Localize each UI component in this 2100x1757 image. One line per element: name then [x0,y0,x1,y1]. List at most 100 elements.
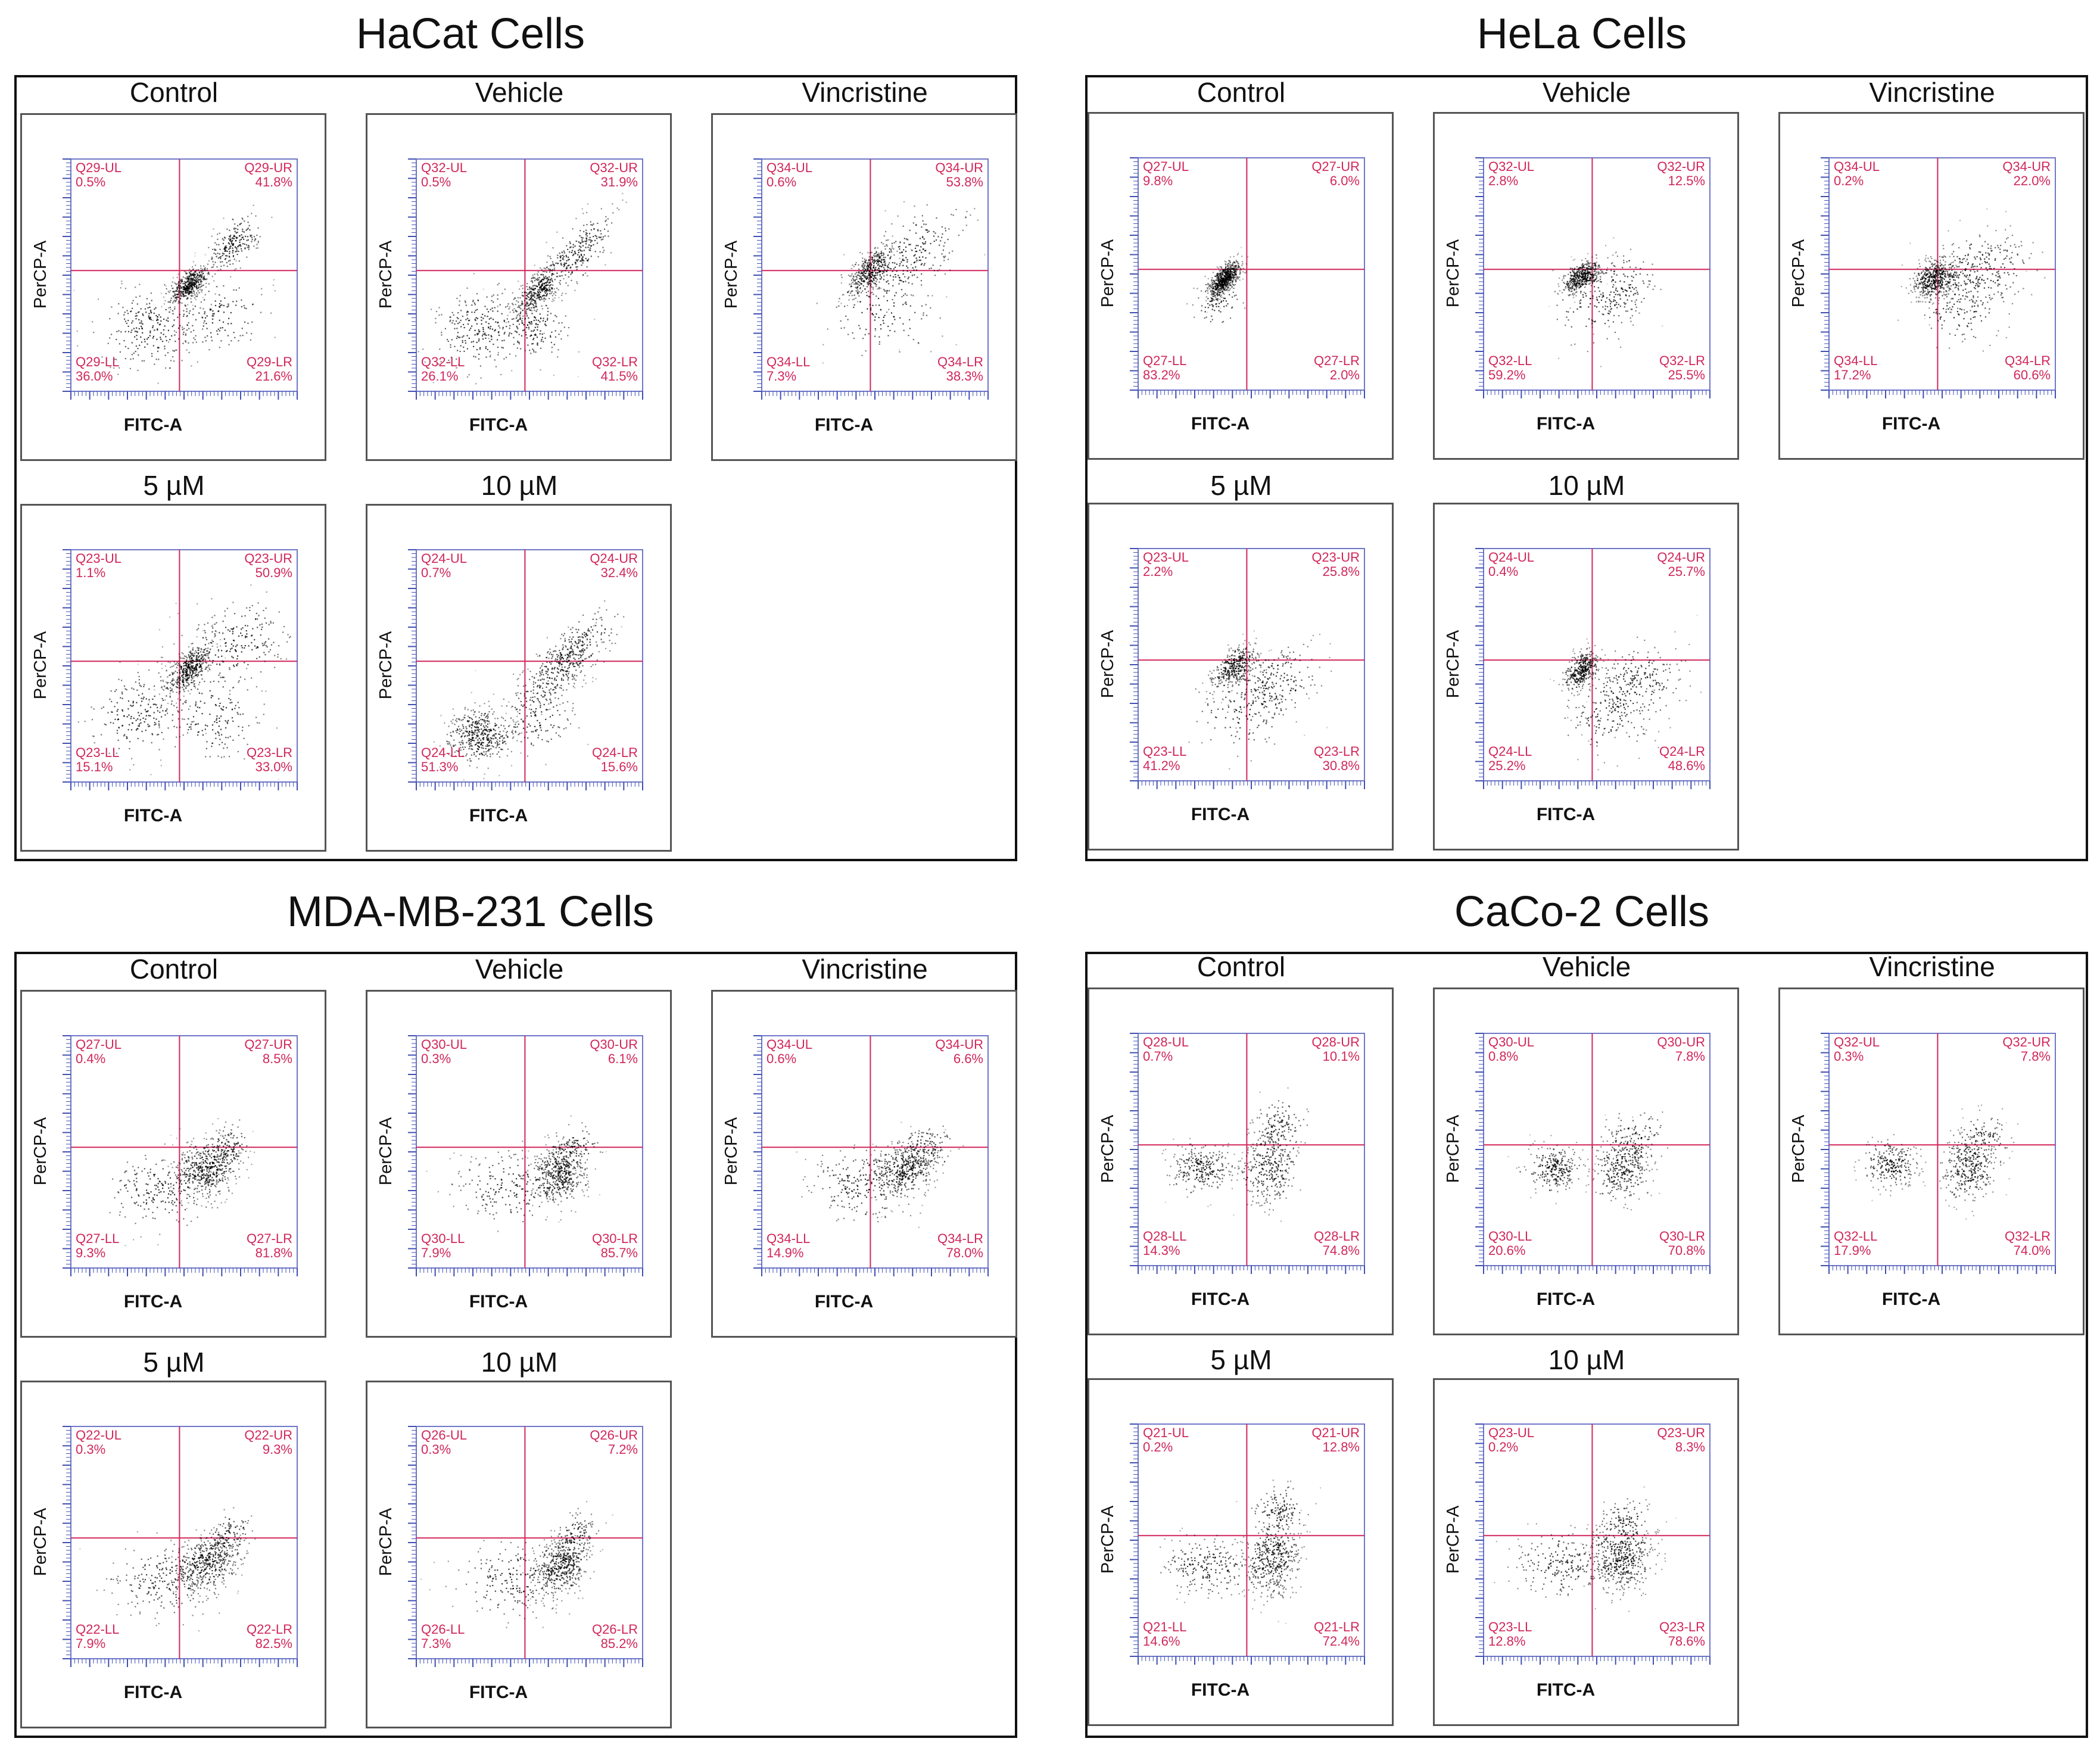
event-point-0 [177,302,179,304]
event-point-2 [493,301,494,303]
event-point-3 [212,729,214,731]
event-point-3 [532,348,534,350]
event-point-0 [551,291,553,292]
event-point-1 [579,235,581,236]
event-point-1 [565,274,566,276]
event-point-1 [208,247,210,248]
event-point-3 [236,300,238,302]
event-point-2 [431,309,432,310]
event-point-0 [528,297,529,298]
event-point-2 [491,300,493,301]
event-point-0 [865,269,867,271]
event-point-0 [192,269,194,270]
event-point-0 [893,254,895,256]
event-point-2 [124,358,126,360]
event-point-0 [868,279,870,281]
event-point-1 [906,259,908,261]
event-point-3 [490,354,491,356]
event-point-0 [186,292,188,294]
event-point-2 [449,320,451,322]
event-point-0 [583,679,585,681]
event-point-2 [459,300,460,302]
event-point-1 [247,625,248,627]
event-point-3 [274,337,276,338]
event-point-2 [163,329,164,331]
event-point-0 [541,669,544,671]
event-point-0 [535,303,537,305]
event-point-1 [622,192,624,194]
event-point-0 [537,679,539,681]
event-point-3 [537,324,539,326]
event-point-3 [241,328,243,329]
event-point-0 [195,664,197,666]
event-point-0 [572,678,574,680]
event-point-0 [522,288,524,289]
event-point-0 [538,283,540,285]
event-point-0 [185,685,187,687]
event-point-2 [174,334,176,336]
event-point-1 [282,631,284,633]
event-point-0 [166,681,167,683]
event-point-0 [524,300,526,301]
event-point-2 [157,706,158,709]
event-point-0 [188,290,190,292]
event-point-0 [204,659,207,661]
event-point-0 [874,283,876,285]
event-point-0 [199,279,201,281]
event-point-0 [174,293,176,295]
event-point-0 [581,686,583,688]
event-point-2 [165,309,167,310]
event-point-0 [191,275,192,277]
event-point-1 [901,261,902,263]
event-point-2 [462,339,463,342]
event-point-2 [512,323,514,325]
event-point-3 [556,273,558,275]
event-point-0 [172,674,174,675]
event-point-2 [148,317,150,319]
event-point-2 [138,712,139,714]
event-point-0 [562,661,564,662]
event-point-0 [195,276,197,278]
event-point-2 [478,353,480,355]
event-point-0 [874,253,875,255]
event-point-0 [539,655,541,656]
event-point-1 [898,275,899,276]
quadrant-percent-lr: 33.0% [256,759,292,774]
event-point-0 [192,662,194,664]
event-point-0 [526,302,528,304]
event-point-1 [289,635,291,637]
event-point-0 [554,658,557,660]
event-point-1 [565,292,567,294]
event-point-0 [190,274,192,276]
event-point-1 [585,247,587,248]
event-point-0 [172,288,174,289]
event-point-0 [571,647,572,649]
event-point-1 [951,214,952,216]
event-point-0 [188,661,190,662]
event-point-0 [196,652,198,653]
event-point-0 [517,711,519,713]
event-point-0 [537,698,539,700]
event-point-3 [186,349,188,351]
event-point-1 [878,286,880,288]
event-point-1 [889,248,890,250]
event-point-0 [163,303,165,305]
event-point-0 [554,692,556,694]
event-point-0 [861,292,862,294]
quadrant-percent-ur: 53.8% [946,175,983,189]
event-point-2 [173,360,175,362]
event-point-3 [226,747,228,749]
event-point-0 [191,668,192,670]
event-point-3 [524,317,526,319]
event-point-0 [526,292,528,294]
event-point-0 [535,673,537,675]
event-point-2 [175,294,176,296]
event-point-0 [892,247,893,249]
event-point-3 [534,329,535,331]
event-point-0 [847,291,849,293]
event-point-0 [180,295,182,297]
event-point-0 [210,664,211,666]
event-point-2 [456,297,458,300]
event-point-1 [602,247,604,248]
event-point-2 [124,345,126,348]
